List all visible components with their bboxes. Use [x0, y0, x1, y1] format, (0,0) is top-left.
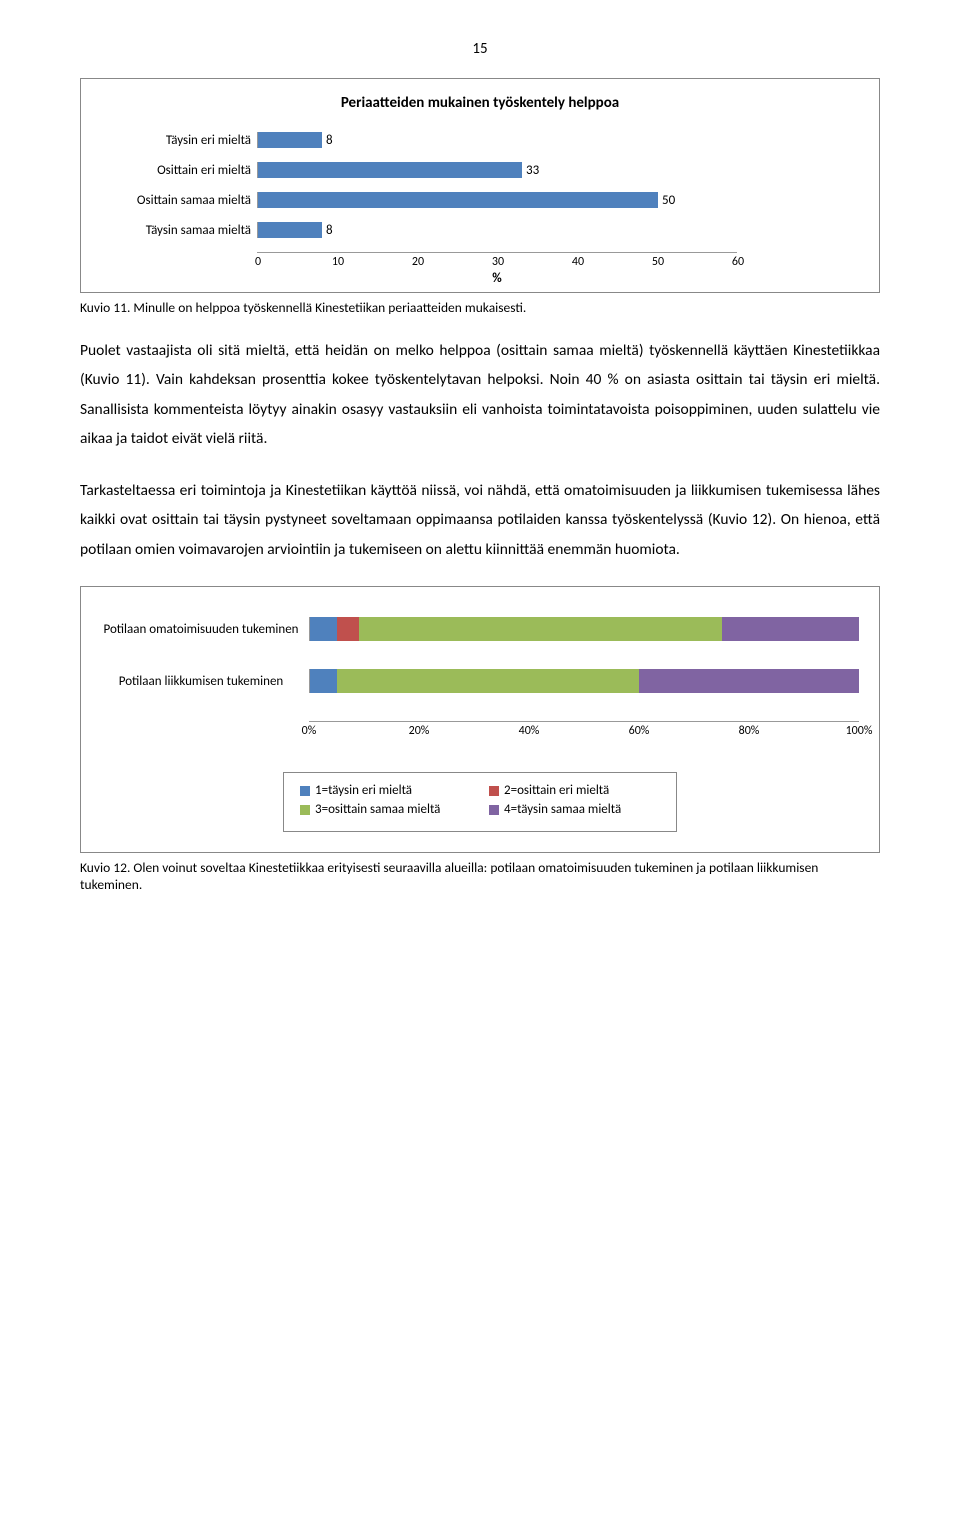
- chart2-category-label: Potilaan liikkumisen tukeminen: [101, 674, 309, 689]
- chart1-row: Osittain eri mieltä 33: [101, 162, 859, 178]
- chart2-row: Potilaan liikkumisen tukeminen: [101, 669, 859, 693]
- chart1-bar-plot: 33: [257, 162, 738, 178]
- chart1-bar: [258, 132, 322, 148]
- caption1: Kuvio 11. Minulle on helppoa työskennell…: [80, 299, 880, 316]
- chart2-tick-label: 20%: [409, 724, 430, 738]
- caption2: Kuvio 12. Olen voinut soveltaa Kinesteti…: [80, 859, 880, 893]
- chart2-legend: 1=täysin eri mieltä 2=osittain eri mielt…: [283, 772, 677, 832]
- chart1-bar-plot: 50: [257, 192, 738, 208]
- legend-item-2: 2=osittain eri mieltä: [489, 783, 660, 798]
- chart1-tick-label: 10: [329, 255, 347, 269]
- chart2-tick-label: 40%: [519, 724, 540, 738]
- chart1-bar: [258, 162, 522, 178]
- chart1-title: Periaatteiden mukainen työskentely helpp…: [101, 94, 859, 112]
- chart1-bar: [258, 192, 658, 208]
- chart2-stacked-bar: [310, 669, 859, 693]
- chart1-category-label: Osittain samaa mieltä: [101, 193, 257, 208]
- chart1-value-label: 8: [326, 223, 333, 238]
- chart2-segment: [310, 669, 337, 693]
- chart2-tick-label: 100%: [846, 724, 873, 738]
- chart2-container: Potilaan omatoimisuuden tukeminen Potilaa…: [80, 586, 880, 853]
- paragraph-1: Puolet vastaajista oli sitä mieltä, että…: [80, 336, 880, 454]
- chart1-row: Täysin samaa mieltä 8: [101, 222, 859, 238]
- chart1-bar-plot: 8: [257, 132, 738, 148]
- chart2-tick-label: 80%: [739, 724, 760, 738]
- chart1-row: Täysin eri mieltä 8: [101, 132, 859, 148]
- legend-label-1: 1=täysin eri mieltä: [315, 783, 412, 798]
- chart2-segment: [337, 669, 639, 693]
- legend-item-1: 1=täysin eri mieltä: [300, 783, 471, 798]
- chart1-tick-label: 30: [489, 255, 507, 269]
- chart1-value-label: 50: [662, 193, 675, 208]
- chart1-tick-label: 20: [409, 255, 427, 269]
- chart1-bar: [258, 222, 322, 238]
- chart1-tick-label: 40: [569, 255, 587, 269]
- legend-label-4: 4=täysin samaa mieltä: [504, 802, 621, 817]
- chart1-xlabel: %: [492, 271, 501, 286]
- chart2-segment: [639, 669, 859, 693]
- chart2-segment: [359, 617, 721, 641]
- legend-item-3: 3=osittain samaa mieltä: [300, 802, 471, 817]
- chart1-tick-label: 60: [729, 255, 747, 269]
- chart1-category-label: Osittain eri mieltä: [101, 163, 257, 178]
- chart2-segment: [337, 617, 359, 641]
- chart1-tick-label: 50: [649, 255, 667, 269]
- chart2-tick-label: 0%: [302, 724, 317, 738]
- chart1-bar-plot: 8: [257, 222, 738, 238]
- chart2-axis: 0%20%40%60%80%100%: [309, 721, 859, 742]
- chart2-segment: [722, 617, 859, 641]
- legend-item-4: 4=täysin samaa mieltä: [489, 802, 660, 817]
- chart2-rows: Potilaan omatoimisuuden tukeminen Potilaa…: [101, 617, 859, 693]
- chart2-stacked-bar: [310, 617, 859, 641]
- chart1-axis: % 0102030405060: [257, 252, 737, 287]
- chart1-category-label: Täysin samaa mieltä: [101, 223, 257, 238]
- page-number: 15: [80, 40, 880, 58]
- chart2-segment: [310, 617, 337, 641]
- chart1-row: Osittain samaa mieltä 50: [101, 192, 859, 208]
- chart2-category-label: Potilaan omatoimisuuden tukeminen: [101, 622, 309, 637]
- chart1-bars: Täysin eri mieltä8Osittain eri mieltä33O…: [101, 132, 859, 238]
- chart1-value-label: 33: [526, 163, 539, 178]
- chart1-container: Periaatteiden mukainen työskentely helpp…: [80, 78, 880, 293]
- chart1-tick-label: 0: [249, 255, 267, 269]
- legend-label-2: 2=osittain eri mieltä: [504, 783, 609, 798]
- paragraph-2: Tarkasteltaessa eri toimintoja ja Kinest…: [80, 476, 880, 564]
- chart1-category-label: Täysin eri mieltä: [101, 133, 257, 148]
- chart2-tick-label: 60%: [629, 724, 650, 738]
- chart2-row: Potilaan omatoimisuuden tukeminen: [101, 617, 859, 641]
- chart1-value-label: 8: [326, 133, 333, 148]
- legend-label-3: 3=osittain samaa mieltä: [315, 802, 440, 817]
